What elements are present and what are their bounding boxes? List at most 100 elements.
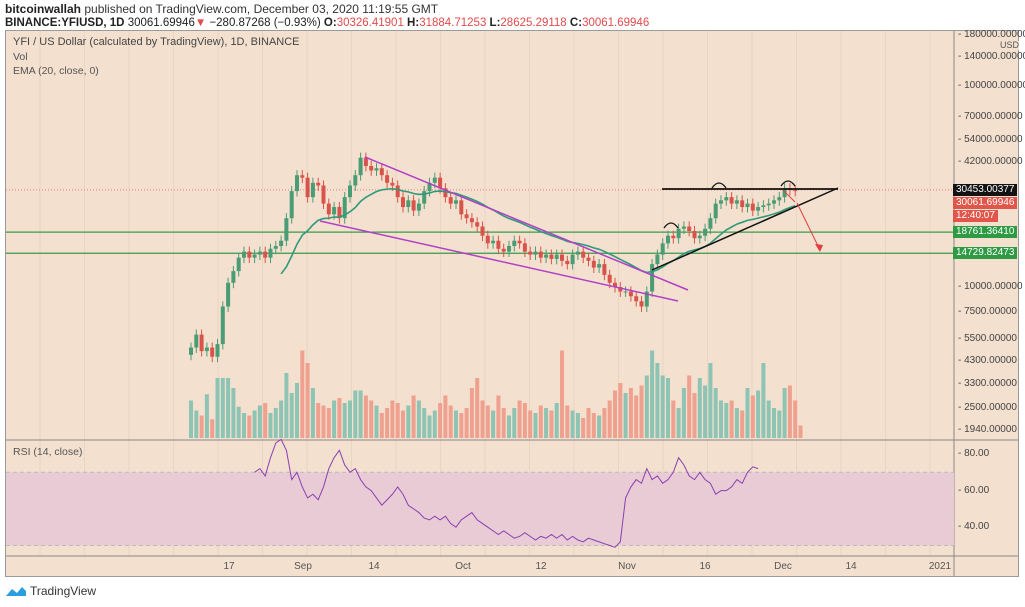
volume-bar xyxy=(210,419,215,438)
low-label: L: xyxy=(489,17,501,29)
arrow-head-icon xyxy=(815,244,823,252)
candle-body xyxy=(618,287,623,292)
volume-bar xyxy=(242,413,246,438)
candle-body xyxy=(501,248,506,252)
volume-bar xyxy=(432,410,437,438)
candle-body xyxy=(279,240,284,247)
candle-body xyxy=(247,251,252,258)
tradingview-logo[interactable]: TradingView xyxy=(5,584,96,598)
price-tick-label: - 42000.00000 xyxy=(958,156,1023,167)
rsi-tick-label: - 40.00 xyxy=(958,521,990,532)
candle-body xyxy=(639,301,644,307)
candle-body xyxy=(538,251,543,258)
volume-bar xyxy=(634,395,639,438)
time-tick-label: 14 xyxy=(845,561,857,572)
volume-bar xyxy=(385,408,390,438)
volume-bar xyxy=(469,388,474,438)
candle-body xyxy=(581,251,586,258)
volume-bar xyxy=(575,413,580,438)
candle-body xyxy=(210,347,215,357)
time-tick-label: 14 xyxy=(368,561,380,572)
low-value: 28625.29118 xyxy=(500,17,567,29)
rsi-band xyxy=(6,472,954,546)
volume-bar xyxy=(533,413,538,438)
candle-body xyxy=(644,291,649,307)
volume-bar xyxy=(215,378,220,438)
author[interactable]: bitcoinwallah xyxy=(5,2,82,16)
volume-bar xyxy=(750,395,755,438)
volume-bar xyxy=(454,410,458,438)
candle-body xyxy=(766,203,771,206)
candle-body xyxy=(761,205,766,208)
candle-body xyxy=(517,240,522,244)
candle-body xyxy=(740,200,745,208)
ascending-trendline xyxy=(651,187,839,271)
publisher-line: bitcoinwallah published on TradingView.c… xyxy=(5,2,438,16)
volume-bar xyxy=(602,408,607,438)
volume-bar xyxy=(655,363,660,438)
open-value: 30326.41901 xyxy=(336,17,404,29)
candle-body xyxy=(687,226,692,232)
volume-bar xyxy=(459,413,464,438)
candle-body xyxy=(321,185,326,204)
volume-bar xyxy=(252,410,257,438)
candle-body xyxy=(724,197,729,201)
candle-body xyxy=(363,157,368,167)
volume-bar xyxy=(676,408,681,438)
volume-bar xyxy=(273,408,278,438)
volume-bar xyxy=(591,413,596,438)
volume-bar xyxy=(496,395,501,438)
candle-body xyxy=(263,251,268,258)
candle-body xyxy=(676,228,681,239)
candle-body xyxy=(289,191,294,219)
candle-body xyxy=(660,243,665,255)
close-label: C: xyxy=(569,17,583,29)
volume-bar xyxy=(300,350,305,438)
candle-body xyxy=(522,243,527,252)
vol-legend[interactable]: Vol xyxy=(13,51,28,63)
time-tick-label: 2021 xyxy=(928,561,952,572)
open-label: O: xyxy=(323,17,337,29)
candle-body xyxy=(369,166,374,171)
candle-body xyxy=(544,254,549,258)
currency-label[interactable]: USD xyxy=(1000,40,1020,50)
channel-upper-line xyxy=(364,156,689,291)
candle-body xyxy=(729,197,734,204)
candle-body xyxy=(459,200,464,215)
price-tag: 18761.36410 xyxy=(953,226,1018,238)
candle-body xyxy=(257,251,262,255)
volume-bar xyxy=(650,350,655,438)
time-tick-label: Sep xyxy=(294,561,312,572)
candle-body xyxy=(427,182,432,192)
volume-bar xyxy=(719,400,723,438)
candle-body xyxy=(469,218,474,223)
volume-bar xyxy=(406,405,411,438)
volume-bar xyxy=(501,408,506,438)
candle-body xyxy=(692,231,697,239)
arrow-up-line xyxy=(782,189,796,203)
volume-bar xyxy=(448,405,453,438)
ema-legend[interactable]: EMA (20, close, 0) xyxy=(13,65,99,77)
volume-bar xyxy=(745,388,750,438)
candle-body xyxy=(305,177,310,198)
top-arc xyxy=(780,180,796,187)
tradingview-cloud-icon xyxy=(6,587,26,596)
volume-bar xyxy=(681,388,686,438)
published-text: published on TradingView.com, December 0… xyxy=(84,2,439,16)
candle-body xyxy=(756,207,761,211)
candle-body xyxy=(242,251,246,258)
volume-bar xyxy=(321,405,326,438)
candle-body xyxy=(310,182,315,198)
volume-bar xyxy=(666,378,670,438)
volume-bar xyxy=(326,408,331,438)
rsi-legend[interactable]: RSI (14, close) xyxy=(13,446,83,458)
candle-body xyxy=(681,226,686,229)
volume-bar xyxy=(793,400,798,438)
volume-bar xyxy=(692,393,697,438)
candle-body xyxy=(226,282,231,307)
volume-bar xyxy=(761,363,766,438)
volume-bar xyxy=(560,350,564,438)
candle-body xyxy=(337,207,342,219)
down-arrow-icon: ▼ xyxy=(194,17,207,29)
